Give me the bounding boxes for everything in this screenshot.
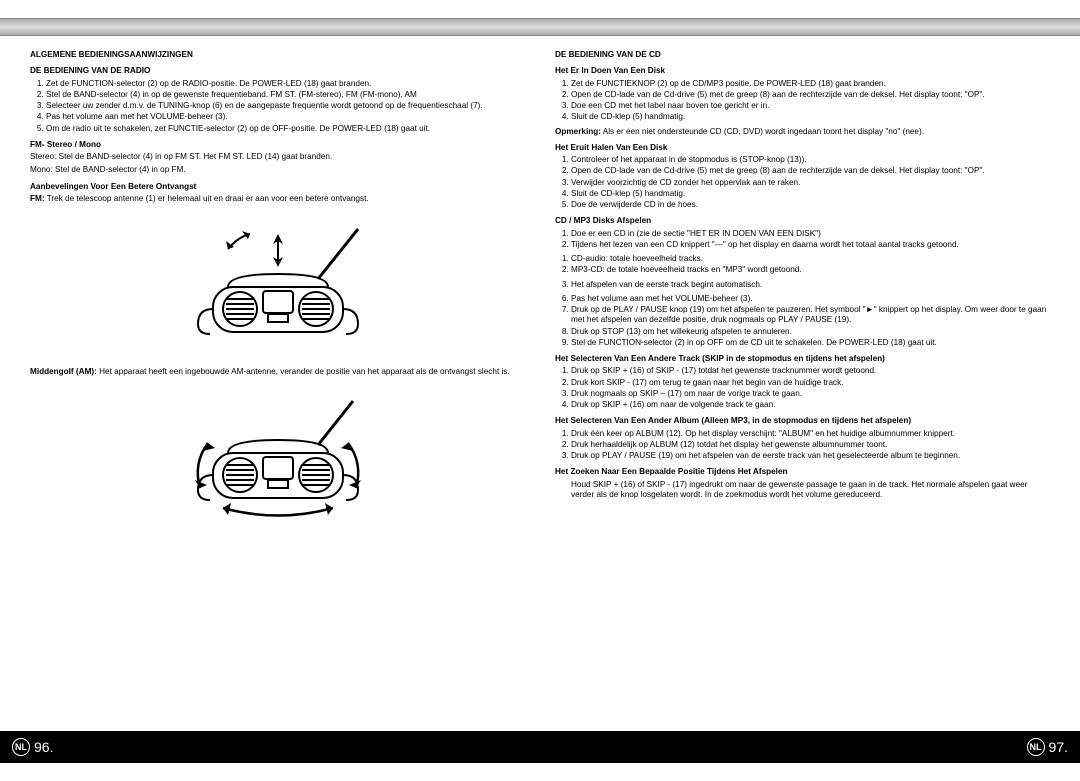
insert-steps: Zet de FUNCTIEKNOP (2) op de CD/MP3 posi…: [555, 79, 1050, 123]
am-label: Middengolf (AM):: [30, 367, 97, 376]
list-item: Zet de FUNCTION-selector (2) op de RADIO…: [46, 79, 525, 89]
list-item: Stel de BAND-selector (4) in op de gewen…: [46, 90, 525, 100]
radio-image-1: [30, 219, 525, 352]
play-sub: CD-audio: totale hoeveelheid tracks. MP3…: [555, 254, 1050, 276]
left-column: ALGEMENE BEDIENINGSAANWIJZINGEN DE BEDIE…: [30, 50, 525, 712]
lang-badge: NL: [1027, 738, 1045, 756]
album-steps: Druk één keer op ALBUM (12). Op het disp…: [555, 429, 1050, 462]
radio-title: DE BEDIENING VAN DE RADIO: [30, 66, 525, 76]
list-item: Druk op SKIP + (16) om naar de volgende …: [571, 400, 1050, 410]
list-item: Doe een CD met het label naar boven toe …: [571, 101, 1050, 111]
note-text: Als er een niet ondersteunde CD (CD, DVD…: [601, 127, 924, 136]
album-title: Het Selecteren Van Een Ander Album (Alle…: [555, 416, 1050, 426]
list-item: Het afspelen van de eerste track begint …: [571, 280, 1050, 290]
am-text: Het apparaat heeft een ingebouwde AM-ant…: [97, 367, 510, 376]
rec-fm: FM: Trek de telescoop antenne (1) er hel…: [30, 194, 525, 204]
list-item: Druk op SKIP + (16) of SKIP - (17) totda…: [571, 366, 1050, 376]
content-area: ALGEMENE BEDIENINGSAANWIJZINGEN DE BEDIE…: [0, 36, 1080, 712]
right-column: DE BEDIENING VAN DE CD Het Er In Doen Va…: [555, 50, 1050, 712]
rec-fm-text: Trek de telescoop antenne (1) er helemaa…: [45, 194, 369, 203]
footer-right: NL 97.: [1027, 738, 1068, 756]
page-left: 96.: [34, 739, 53, 755]
note-para: Opmerking: Als er een niet ondersteunde …: [555, 127, 1050, 137]
note-label: Opmerking:: [555, 127, 601, 136]
seek-title: Het Zoeken Naar Een Bepaalde Positie Tij…: [555, 467, 1050, 477]
play-steps-a: Doe er een CD in (zie de sectie "HET ER …: [555, 229, 1050, 251]
list-item: CD-audio: totale hoeveelheid tracks.: [571, 254, 1050, 264]
lang-badge: NL: [12, 738, 30, 756]
rec-fm-label: FM:: [30, 194, 45, 203]
fm-mono: Mono: Stel de BAND-selector (4) in op FM…: [30, 165, 525, 175]
list-item: MP3-CD: de totale hoeveelheid tracks en …: [571, 265, 1050, 275]
eject-title: Het Eruit Halen Van Een Disk: [555, 143, 1050, 153]
list-item: Pas het volume aan met het VOLUME-beheer…: [46, 112, 525, 122]
cd-title: DE BEDIENING VAN DE CD: [555, 50, 1050, 60]
am-para: Middengolf (AM): Het apparaat heeft een …: [30, 367, 525, 377]
list-item: Druk nogmaals op SKIP – (17) om naar de …: [571, 389, 1050, 399]
play-steps-b: Het afspelen van de eerste track begint …: [555, 280, 1050, 290]
list-item: Sluit de CD-klep (5) handmatig.: [571, 189, 1050, 199]
play-title: CD / MP3 Disks Afspelen: [555, 216, 1050, 226]
list-item: Stel de FUNCTION-selector (2) in op OFF …: [571, 338, 1050, 348]
list-item: Doe er een CD in (zie de sectie "HET ER …: [571, 229, 1050, 239]
list-item: Open de CD-lade van de Cd-drive (5) met …: [571, 90, 1050, 100]
list-item: Druk op PLAY / PAUSE (19) om het afspele…: [571, 451, 1050, 461]
page-right: 97.: [1049, 739, 1068, 755]
seek-text: Houd SKIP + (16) of SKIP - (17) ingedruk…: [555, 480, 1050, 501]
list-item: Druk herhaaldelijk op ALBUM (12) totdat …: [571, 440, 1050, 450]
insert-title: Het Er In Doen Van Een Disk: [555, 66, 1050, 76]
footer: NL 96. NL 97.: [0, 731, 1080, 763]
list-item: Selecteer uw zender d.m.v. de TUNING-kno…: [46, 101, 525, 111]
main-title: ALGEMENE BEDIENINGSAANWIJZINGEN: [30, 50, 525, 60]
radio-image-2: [30, 393, 525, 526]
list-item: Druk op de PLAY / PAUSE knop (19) om het…: [571, 305, 1050, 326]
fm-title: FM- Stereo / Mono: [30, 140, 525, 150]
skip-steps: Druk op SKIP + (16) of SKIP - (17) totda…: [555, 366, 1050, 410]
eject-steps: Controleer of het apparaat in de stopmod…: [555, 155, 1050, 210]
rec-title: Aanbevelingen Voor Een Betere Ontvangst: [30, 182, 525, 192]
list-item: Pas het volume aan met het VOLUME-beheer…: [571, 294, 1050, 304]
list-item: Verwijder voorzichtig de CD zonder het o…: [571, 178, 1050, 188]
list-item: Om de radio uit te schakelen, zet FUNCTI…: [46, 124, 525, 134]
list-item: Open de CD-lade van de Cd-drive (5) met …: [571, 166, 1050, 176]
list-item: Doe de verwijderde CD in de hoes.: [571, 200, 1050, 210]
radio-steps: Zet de FUNCTION-selector (2) op de RADIO…: [30, 79, 525, 134]
list-item: Zet de FUNCTIEKNOP (2) op de CD/MP3 posi…: [571, 79, 1050, 89]
play-steps-c: Pas het volume aan met het VOLUME-beheer…: [555, 294, 1050, 348]
radio-antenna-icon: [178, 219, 378, 349]
skip-title: Het Selecteren Van Een Andere Track (SKI…: [555, 354, 1050, 364]
list-item: Druk één keer op ALBUM (12). Op het disp…: [571, 429, 1050, 439]
fm-stereo: Stereo: Stel de BAND-selector (4) in op …: [30, 152, 525, 162]
radio-rotate-icon: [178, 393, 378, 523]
list-item: Sluit de CD-klep (5) handmatig.: [571, 112, 1050, 122]
header-band: [0, 18, 1080, 36]
list-item: Controleer of het apparaat in de stopmod…: [571, 155, 1050, 165]
list-item: Tijdens het lezen van een CD knippert "-…: [571, 240, 1050, 250]
list-item: Druk kort SKIP - (17) om terug te gaan n…: [571, 378, 1050, 388]
list-item: Druk op STOP (13) om het willekeurig afs…: [571, 327, 1050, 337]
footer-left: NL 96.: [12, 738, 53, 756]
